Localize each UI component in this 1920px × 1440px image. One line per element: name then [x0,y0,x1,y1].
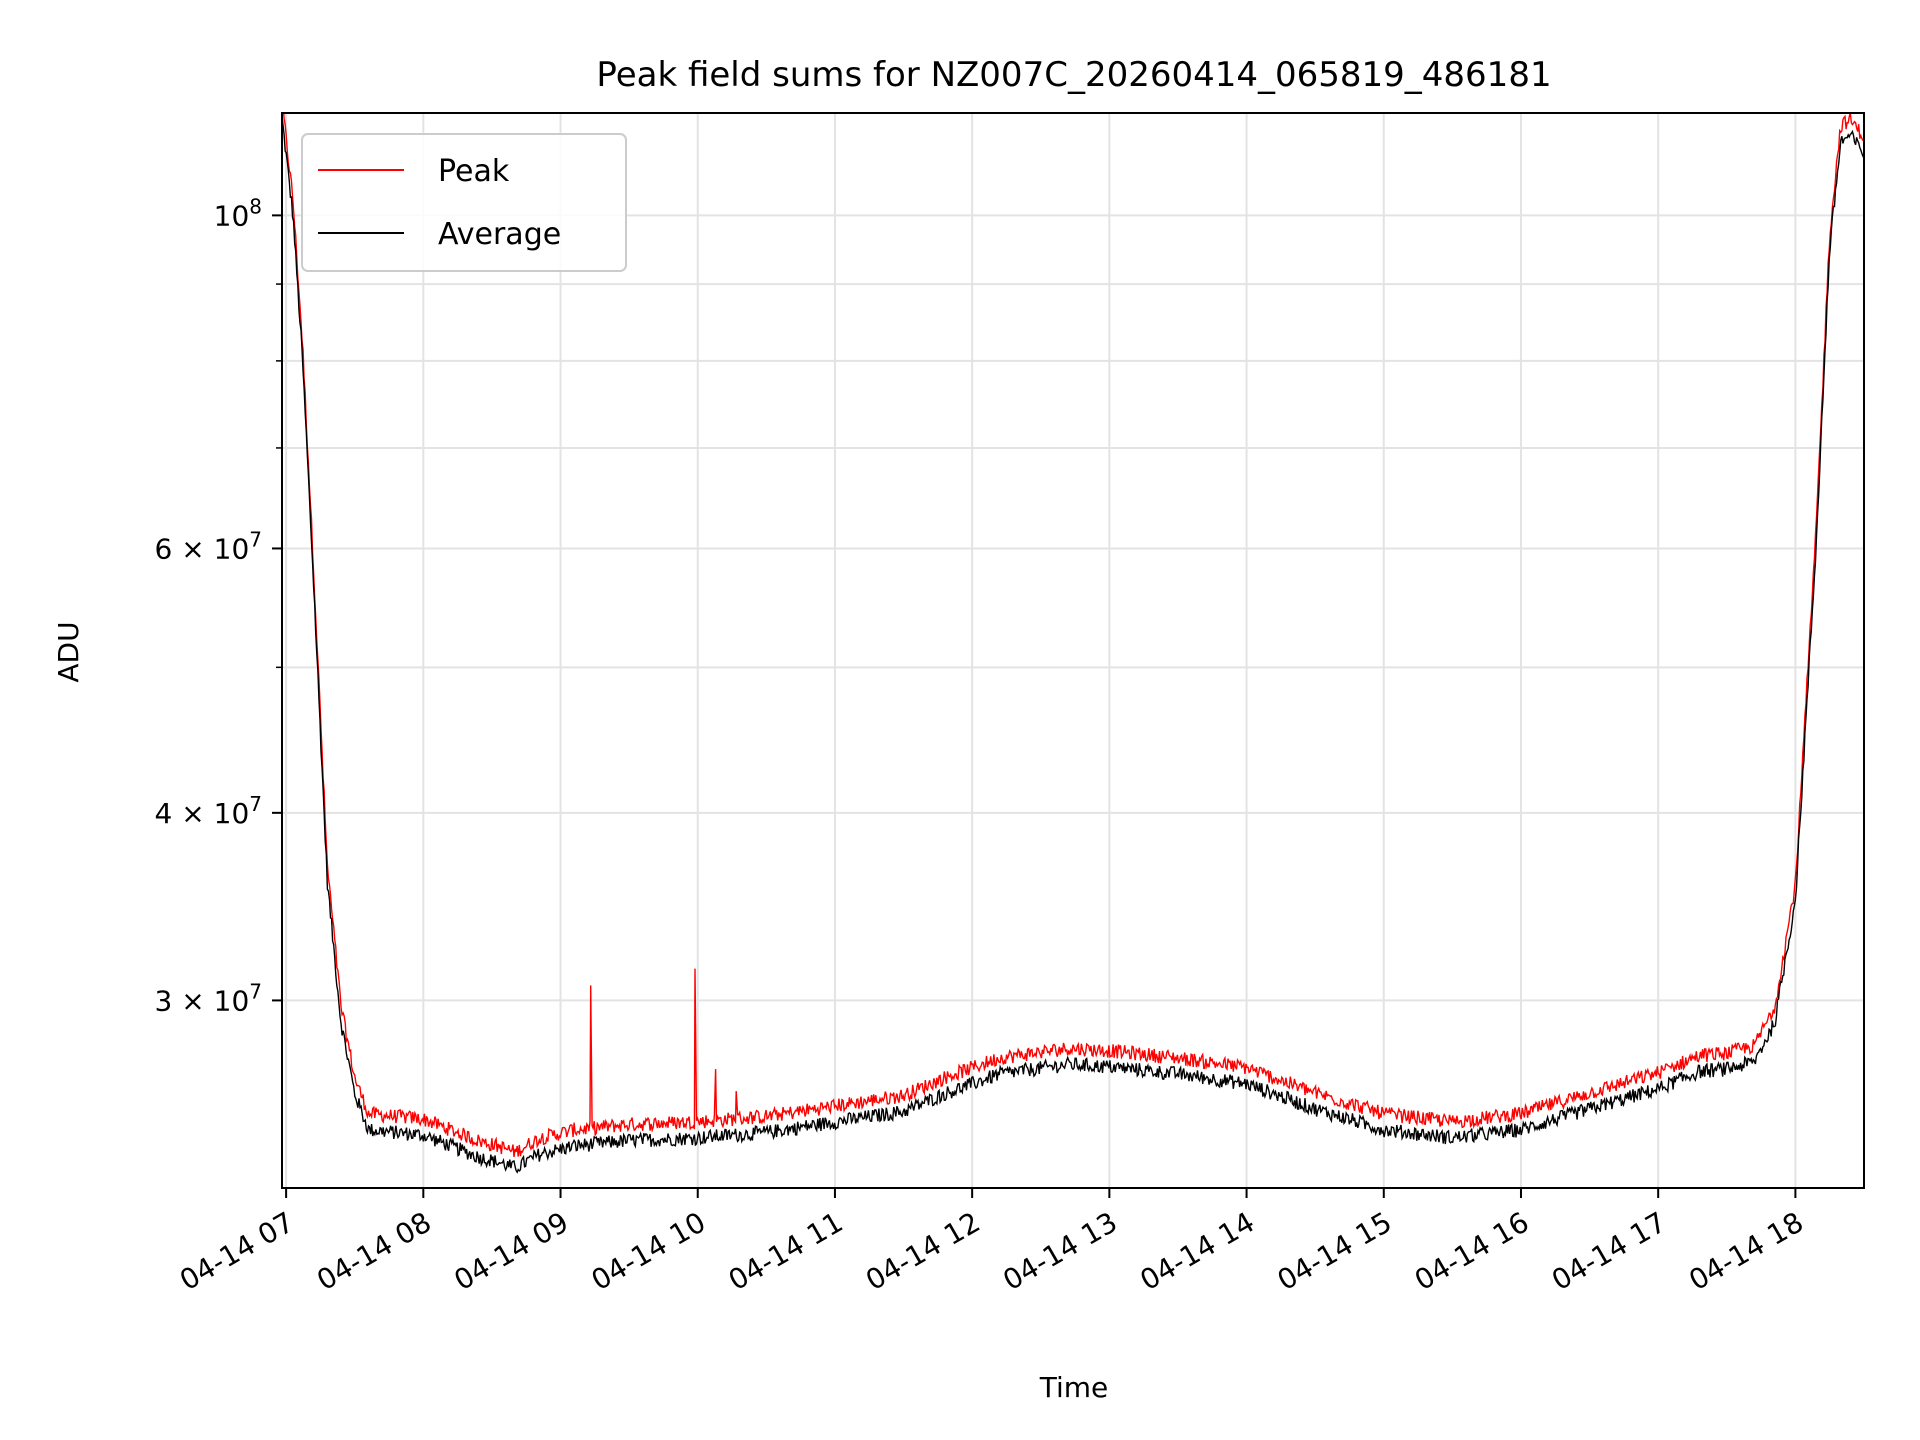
y-tick-label: 108 [214,194,262,232]
chart-title: Peak field sums for NZ007C_20260414_0658… [596,55,1551,95]
y-tick-label: 3 × 107 [155,979,262,1017]
y-tick-label: 4 × 107 [155,792,262,830]
legend: Peak Average [301,133,627,272]
plot-frame [281,112,1865,1189]
y-axis-label: ADU [52,621,85,682]
grid-lines [282,113,1864,1188]
y-tick-label: 6 × 107 [155,527,262,565]
series-average-line [282,116,1864,1174]
x-axis-label: Time [1039,1371,1109,1404]
legend-average-label: Average [438,217,561,252]
legend-peak-label: Peak [438,154,510,189]
y-axis-ticks: 108 6 × 107 4 × 107 3 × 107 [155,194,282,1017]
series-layer [282,113,1864,1174]
series-peak-line [282,113,1864,1157]
legend-frame [301,133,627,272]
